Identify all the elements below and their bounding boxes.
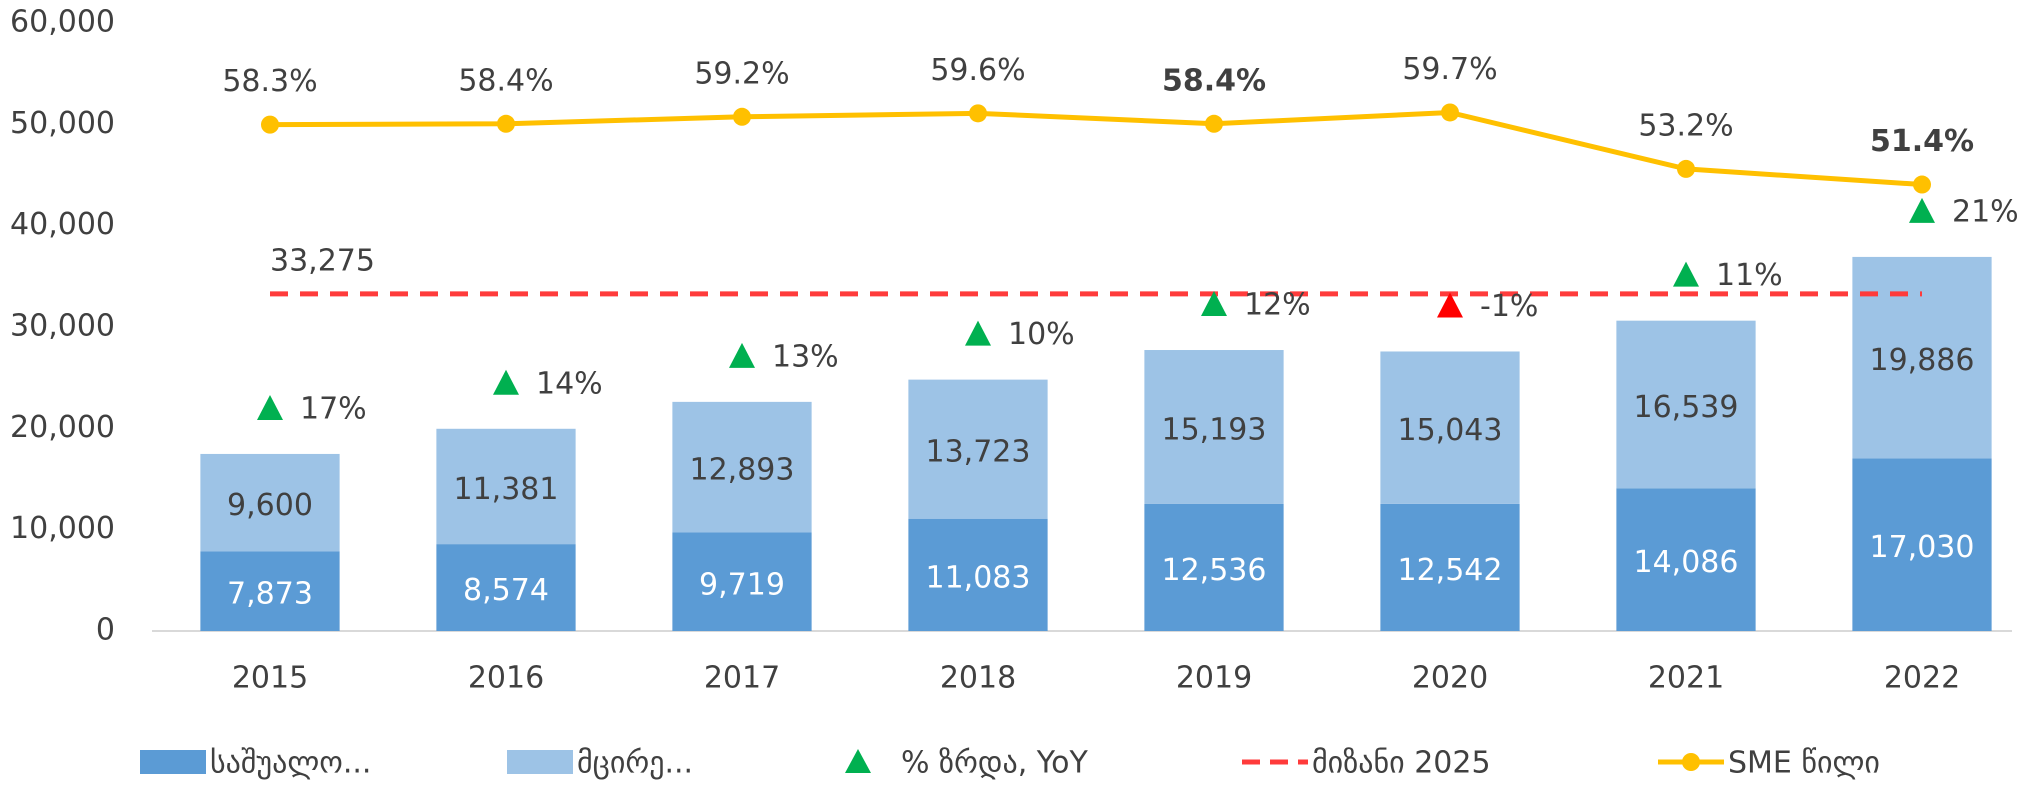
x-tick-label: 2018 bbox=[940, 661, 1016, 696]
bar-label: 12,536 bbox=[1162, 553, 1267, 588]
share-label: 59.2% bbox=[694, 56, 789, 91]
bar bbox=[1616, 488, 1756, 631]
growth-label: 10% bbox=[1008, 317, 1075, 352]
y-tick-label: 30,000 bbox=[10, 309, 115, 344]
target-label: 33,275 bbox=[270, 243, 375, 278]
bar-label: 9,600 bbox=[227, 488, 313, 523]
x-tick-label: 2015 bbox=[232, 661, 308, 696]
share-label: 59.7% bbox=[1402, 52, 1497, 87]
bar bbox=[672, 401, 812, 533]
y-tick-label: 40,000 bbox=[10, 207, 115, 242]
growth-label: 17% bbox=[300, 391, 367, 426]
bar-label: 17,030 bbox=[1870, 530, 1975, 565]
bar bbox=[1852, 458, 1992, 631]
share-label: 58.4% bbox=[458, 63, 553, 98]
growth-marker bbox=[1909, 197, 1935, 223]
bar bbox=[1144, 503, 1284, 631]
legend-label: SME წილი bbox=[1728, 746, 1880, 781]
legend-label: მცირე... bbox=[577, 746, 693, 781]
bar-label: 11,083 bbox=[926, 560, 1031, 595]
bar bbox=[908, 379, 1048, 519]
bar bbox=[1380, 351, 1520, 504]
bar-label: 13,723 bbox=[926, 435, 1031, 470]
growth-label: -1% bbox=[1480, 289, 1538, 324]
legend-swatch bbox=[1682, 753, 1700, 771]
y-tick-label: 0 bbox=[96, 613, 115, 648]
bar bbox=[200, 551, 340, 631]
x-tick-label: 2016 bbox=[468, 661, 544, 696]
growth-marker bbox=[257, 394, 283, 420]
growth-marker bbox=[1673, 261, 1699, 287]
growth-label: 11% bbox=[1716, 258, 1783, 293]
x-tick-label: 2017 bbox=[704, 661, 780, 696]
bar-label: 12,893 bbox=[690, 453, 795, 488]
growth-label: 13% bbox=[772, 339, 839, 374]
x-tick-label: 2019 bbox=[1176, 661, 1252, 696]
bar-label: 15,043 bbox=[1398, 413, 1503, 448]
bar-label: 15,193 bbox=[1162, 412, 1267, 447]
legend-swatch bbox=[507, 750, 573, 774]
y-tick-label: 10,000 bbox=[10, 511, 115, 546]
bar-label: 14,086 bbox=[1634, 545, 1739, 580]
x-tick-label: 2021 bbox=[1648, 661, 1724, 696]
bar bbox=[200, 453, 340, 552]
share-point bbox=[1205, 114, 1223, 133]
growth-marker bbox=[965, 320, 991, 346]
bar bbox=[1380, 503, 1520, 631]
share-point bbox=[497, 114, 515, 133]
y-tick-label: 60,000 bbox=[10, 5, 115, 40]
bar-label: 19,886 bbox=[1870, 343, 1975, 378]
growth-label: 21% bbox=[1952, 194, 2019, 229]
bar bbox=[1852, 256, 1992, 459]
share-point bbox=[261, 115, 279, 134]
bar-label: 12,542 bbox=[1398, 553, 1503, 588]
share-label: 58.4% bbox=[1162, 63, 1266, 98]
bar bbox=[1144, 350, 1284, 504]
bar-label: 11,381 bbox=[454, 472, 559, 507]
growth-marker bbox=[729, 342, 755, 368]
bar bbox=[1616, 320, 1756, 489]
growth-marker bbox=[493, 369, 519, 395]
bar-label: 9,719 bbox=[699, 567, 785, 602]
share-point bbox=[1441, 103, 1459, 122]
bar bbox=[436, 544, 576, 631]
bar bbox=[436, 428, 576, 545]
share-point bbox=[969, 104, 987, 123]
x-tick-label: 2020 bbox=[1412, 661, 1488, 696]
y-tick-label: 50,000 bbox=[10, 106, 115, 141]
y-tick-label: 20,000 bbox=[10, 410, 115, 445]
legend-swatch bbox=[140, 750, 206, 774]
share-line bbox=[269, 109, 1923, 188]
share-point bbox=[1913, 175, 1931, 194]
share-label: 53.2% bbox=[1638, 108, 1733, 143]
share-point bbox=[1677, 159, 1695, 178]
bar-label: 16,539 bbox=[1634, 390, 1739, 425]
x-tick-label: 2022 bbox=[1884, 661, 1960, 696]
bar-label: 7,873 bbox=[227, 577, 313, 612]
share-label: 59.6% bbox=[930, 53, 1025, 88]
bar bbox=[908, 518, 1048, 631]
legend-swatch bbox=[845, 749, 871, 773]
growth-label: 12% bbox=[1244, 288, 1311, 323]
growth-marker bbox=[1201, 291, 1227, 317]
share-label: 58.3% bbox=[222, 64, 317, 99]
legend-label: საშუალო... bbox=[210, 746, 371, 781]
legend-label: % ზრდა, YoY bbox=[901, 746, 1088, 781]
share-point bbox=[733, 107, 751, 126]
growth-marker bbox=[1437, 292, 1463, 318]
share-label: 51.4% bbox=[1870, 124, 1974, 159]
legend-label: მიზანი 2025 bbox=[1312, 746, 1491, 781]
bar-label: 8,574 bbox=[463, 573, 549, 608]
growth-label: 14% bbox=[536, 366, 603, 401]
bar bbox=[672, 532, 812, 631]
